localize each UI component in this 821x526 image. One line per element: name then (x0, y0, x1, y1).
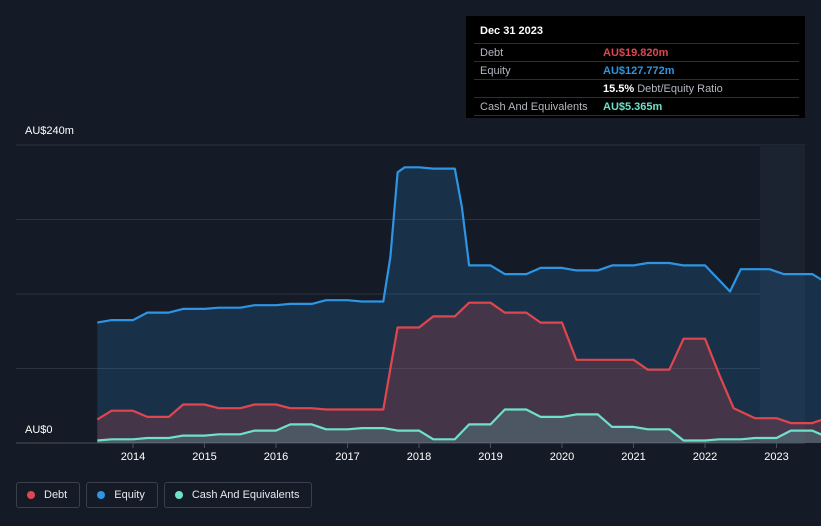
tooltip-row-debt: Debt AU$19.820m (474, 43, 799, 61)
tooltip-value: AU$5.365m (603, 100, 663, 113)
legend-label: Equity (114, 489, 145, 501)
x-axis-ticks: 2014 2015 2016 2017 2018 2019 2020 2021 2022 2023 (121, 443, 789, 463)
legend-label: Debt (44, 489, 68, 501)
x-tick-label: 2020 (550, 451, 574, 463)
tooltip-row-ratio: 15.5% Debt/Equity Ratio (474, 79, 799, 97)
x-tick-label: 2021 (621, 451, 645, 463)
legend-label: Cash And Equivalents (191, 489, 300, 501)
series-area-cash-and-equivalents (97, 409, 821, 443)
x-tick-label: 2023 (764, 451, 788, 463)
legend-item-debt[interactable]: Debt (16, 482, 81, 508)
series-areas (97, 167, 821, 443)
latest-period-shade (760, 145, 805, 443)
tooltip-row-equity: Equity AU$127.772m (474, 61, 799, 79)
tooltip-value: 15.5% (603, 82, 635, 95)
tooltip-row-cash: Cash And Equivalents AU$5.365m (474, 97, 799, 116)
tooltip-value: AU$19.820m (603, 46, 669, 59)
equity-dot-icon (97, 491, 106, 499)
x-tick-label: 2022 (693, 451, 717, 463)
cash-dot-icon (174, 491, 183, 499)
tooltip-date: Dec 31 2023 (480, 25, 543, 37)
tooltip-label: Cash And Equivalents (480, 100, 588, 113)
legend-item-cash[interactable]: Cash And Equivalents (163, 482, 313, 508)
series-line-debt (96, 301, 821, 425)
series-area-debt (97, 302, 821, 443)
series-area-equity (97, 167, 821, 443)
debt-dot-icon (27, 491, 35, 499)
x-tick-label: 2015 (192, 451, 216, 463)
legend-item-equity[interactable]: Equity (86, 482, 158, 508)
tooltip-label: Debt (480, 46, 504, 59)
series-lines (96, 166, 821, 442)
series-line-equity (97, 166, 821, 324)
x-tick-label: 2018 (407, 451, 431, 463)
x-tick-label: 2014 (121, 451, 145, 463)
series-line-cash-and-equivalents (97, 408, 821, 442)
legend: Debt Equity Cash And Equivalents (16, 482, 313, 508)
x-tick-label: 2017 (335, 451, 359, 463)
tooltip-label: Equity (480, 64, 511, 77)
tooltip-panel: Dec 31 2023 Debt AU$19.820m Equity AU$12… (466, 16, 805, 118)
x-tick-label: 2019 (478, 451, 502, 463)
gridlines (16, 144, 805, 444)
y-axis-bottom-label: AU$0 (25, 424, 53, 436)
tooltip-value: AU$127.772m (603, 64, 675, 77)
x-tick-label: 2016 (264, 451, 288, 463)
y-axis-top-label: AU$240m (25, 125, 74, 137)
tooltip-subtext: Debt/Equity Ratio (637, 82, 723, 95)
